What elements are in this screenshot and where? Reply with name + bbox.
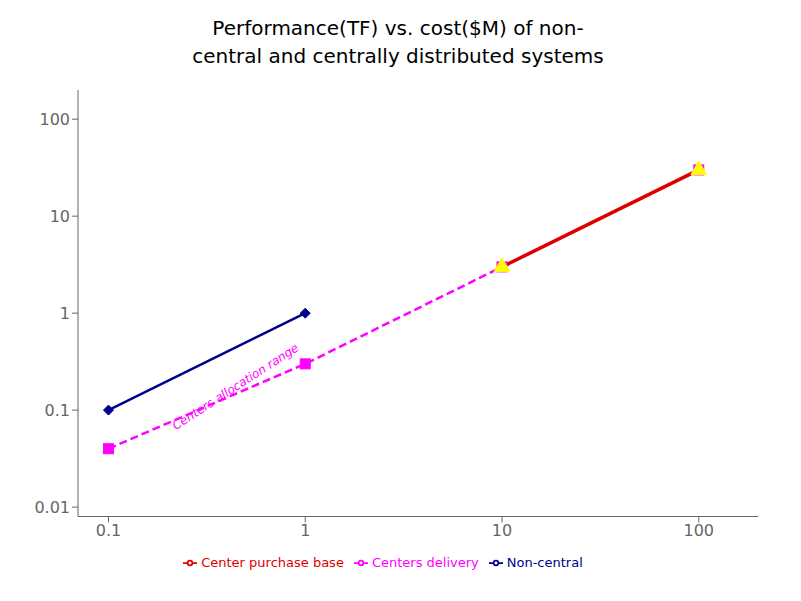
svg-text:1: 1 (300, 521, 310, 540)
svg-text:0.01: 0.01 (34, 498, 70, 517)
svg-text:100: 100 (39, 110, 70, 129)
svg-text:10: 10 (492, 521, 512, 540)
svg-text:10: 10 (50, 207, 70, 226)
svg-text:Centers allocation range: Centers allocation range (170, 341, 301, 433)
svg-text:0.1: 0.1 (96, 521, 121, 540)
html-text:central and centrally distribu: central and centrally distributed system… (192, 44, 604, 68)
svg-text:1: 1 (60, 304, 70, 323)
html-text:Performance(TF) vs. cost($M) o: Performance(TF) vs. cost($M) of non- (212, 16, 584, 40)
html-text:Centers delivery: Centers delivery (371, 554, 479, 570)
svg-text:0.1: 0.1 (45, 401, 70, 420)
html-text:Center purchase base: Center purchase base (201, 554, 344, 570)
html-text:Non-central: Non-central (506, 554, 583, 570)
svg-text:100: 100 (683, 521, 714, 540)
